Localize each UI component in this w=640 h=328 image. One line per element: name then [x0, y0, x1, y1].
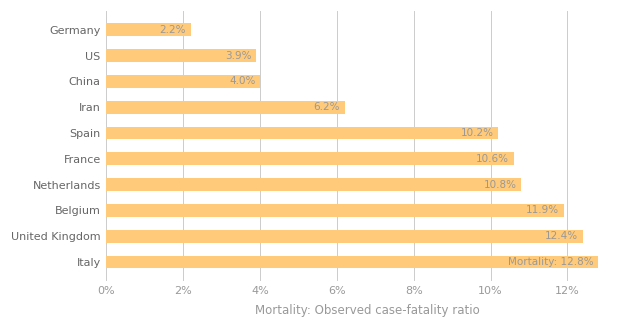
Bar: [106, 49, 256, 62]
Text: 10.8%: 10.8%: [484, 180, 516, 190]
Bar: [106, 75, 260, 88]
X-axis label: Mortality: Observed case-fatality ratio: Mortality: Observed case-fatality ratio: [255, 304, 480, 317]
Text: 2.2%: 2.2%: [160, 25, 186, 35]
Bar: [106, 256, 598, 268]
Bar: [106, 23, 191, 36]
Bar: [106, 230, 583, 243]
Text: 10.6%: 10.6%: [476, 154, 509, 164]
Text: 10.2%: 10.2%: [461, 128, 493, 138]
Bar: [106, 152, 514, 165]
Bar: [106, 127, 498, 139]
Text: 3.9%: 3.9%: [225, 51, 252, 61]
Text: Mortality: 12.8%: Mortality: 12.8%: [508, 257, 593, 267]
Bar: [106, 101, 344, 114]
Text: 4.0%: 4.0%: [229, 76, 255, 86]
Bar: [106, 178, 522, 191]
Text: 12.4%: 12.4%: [545, 231, 578, 241]
Text: 6.2%: 6.2%: [314, 102, 340, 112]
Text: 11.9%: 11.9%: [526, 205, 559, 215]
Bar: [106, 204, 564, 217]
